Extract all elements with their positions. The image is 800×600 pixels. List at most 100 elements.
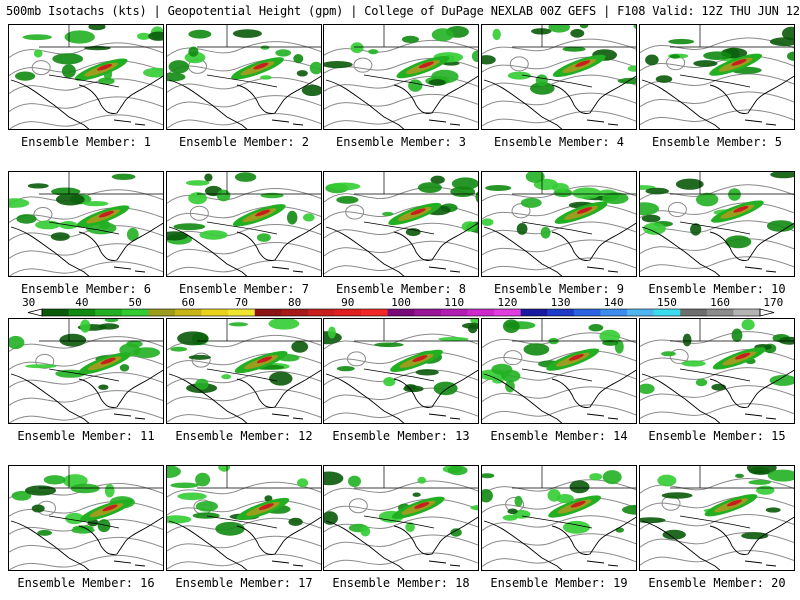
colorbar-swatch: [148, 309, 176, 316]
colorbar-tick-label: 30: [22, 296, 35, 309]
ensemble-member-map: [639, 171, 795, 277]
colorbar-swatch: [680, 309, 708, 316]
map-plot: [9, 25, 163, 129]
colorbar-tick-label: 100: [391, 296, 411, 309]
colorbar-tick-label: 110: [444, 296, 464, 309]
map-plot: [167, 25, 321, 129]
colorbar-tick-label: 50: [128, 296, 141, 309]
ensemble-member-label: Ensemble Member: 3: [335, 135, 467, 149]
ensemble-member-label: Ensemble Member: 6: [20, 282, 152, 296]
ensemble-member-map: [166, 171, 322, 277]
colorbar-swatch: [228, 309, 256, 316]
colorbar-swatch: [121, 309, 149, 316]
colorbar-tick-label: 60: [182, 296, 195, 309]
map-plot: [482, 25, 636, 129]
ensemble-member-label: Ensemble Member: 19: [490, 576, 628, 590]
colorbar-swatch: [494, 309, 521, 316]
ensemble-member-map: [481, 318, 637, 424]
ensemble-member-label: Ensemble Member: 7: [178, 282, 310, 296]
ensemble-member-map: [323, 171, 479, 277]
colorbar-swatch: [95, 309, 123, 316]
wind-speed-colorbar: 30 40 50 60 70 80 90 100 110 120 130 140 150 160 170: [22, 296, 783, 317]
ensemble-member-map: [639, 465, 795, 571]
ensemble-member-label: Ensemble Member: 13: [332, 429, 470, 443]
colorbar-swatch: [334, 309, 362, 316]
ensemble-member-label: Ensemble Member: 18: [332, 576, 470, 590]
ensemble-member-map: [166, 24, 322, 130]
ensemble-member-label: Ensemble Member: 9: [493, 282, 625, 296]
map-plot: [640, 319, 794, 423]
map-plot: [640, 172, 794, 276]
colorbar-swatch: [547, 309, 575, 316]
ensemble-member-label: Ensemble Member: 17: [175, 576, 313, 590]
colorbar-swatch: [281, 309, 309, 316]
colorbar-tick-label: 150: [657, 296, 677, 309]
ensemble-member-map: [166, 318, 322, 424]
ensemble-member-map: [323, 24, 479, 130]
ensemble-member-map: [8, 318, 164, 424]
colorbar-swatch: [361, 309, 388, 316]
map-plot: [482, 466, 636, 570]
map-plot: [324, 319, 478, 423]
colorbar-swatch: [387, 309, 415, 316]
ensemble-member-label: Ensemble Member: 12: [175, 429, 313, 443]
ensemble-member-label: Ensemble Member: 14: [490, 429, 628, 443]
ensemble-member-label: Ensemble Member: 16: [17, 576, 155, 590]
map-title: 500mb Isotachs (kts) | Geopotential Heig…: [6, 4, 800, 18]
ensemble-member-label: Ensemble Member: 15: [648, 429, 786, 443]
ensemble-member-map: [639, 318, 795, 424]
ensemble-member-map: [639, 24, 795, 130]
colorbar-swatch: [600, 309, 628, 316]
ensemble-member-label: Ensemble Member: 11: [17, 429, 155, 443]
map-plot: [324, 466, 478, 570]
ensemble-member-map: [8, 24, 164, 130]
colorbar-swatch: [627, 309, 654, 316]
ensemble-member-label: Ensemble Member: 5: [651, 135, 783, 149]
map-plot: [640, 25, 794, 129]
colorbar-tick-label: 90: [341, 296, 354, 309]
colorbar-tick-label: 120: [497, 296, 517, 309]
colorbar-swatch: [201, 309, 229, 316]
colorbar-swatch: [573, 309, 601, 316]
map-plot: [640, 466, 794, 570]
map-plot: [482, 319, 636, 423]
colorbar-tick-label: 70: [235, 296, 248, 309]
colorbar-swatch: [68, 309, 96, 316]
colorbar-swatch: [440, 309, 468, 316]
map-plot: [167, 466, 321, 570]
map-plot: [9, 172, 163, 276]
colorbar-tick-label: 80: [288, 296, 301, 309]
map-plot: [167, 319, 321, 423]
ensemble-member-map: [323, 465, 479, 571]
ensemble-member-map: [8, 171, 164, 277]
ensemble-member-label: Ensemble Member: 1: [20, 135, 152, 149]
ensemble-member-map: [481, 171, 637, 277]
colorbar-swatch: [307, 309, 335, 316]
ensemble-member-map: [166, 465, 322, 571]
ensemble-member-map: [481, 24, 637, 130]
colorbar-tick-label: 130: [551, 296, 571, 309]
colorbar-swatch: [706, 309, 734, 316]
colorbar-tick-label: 160: [710, 296, 730, 309]
colorbar-swatch: [653, 309, 681, 316]
map-plot: [324, 172, 478, 276]
colorbar-swatch: [733, 309, 761, 316]
ensemble-member-label: Ensemble Member: 10: [648, 282, 786, 296]
map-plot: [324, 25, 478, 129]
colorbar-swatch: [254, 309, 282, 316]
colorbar-swatch: [414, 309, 442, 316]
ensemble-member-label: Ensemble Member: 20: [648, 576, 786, 590]
ensemble-member-label: Ensemble Member: 2: [178, 135, 310, 149]
colorbar-swatch: [520, 309, 548, 316]
colorbar-tick-label: 40: [75, 296, 88, 309]
colorbar-swatch: [467, 309, 495, 316]
colorbar-tick-label: 140: [604, 296, 624, 309]
colorbar-swatch: [42, 309, 69, 316]
map-plot: [9, 319, 163, 423]
map-plot: [9, 466, 163, 570]
colorbar-swatch: [174, 309, 202, 316]
colorbar-tick-label: 170: [763, 296, 783, 309]
ensemble-member-label: Ensemble Member: 4: [493, 135, 625, 149]
map-plot: [167, 172, 321, 276]
ensemble-member-map: [481, 465, 637, 571]
